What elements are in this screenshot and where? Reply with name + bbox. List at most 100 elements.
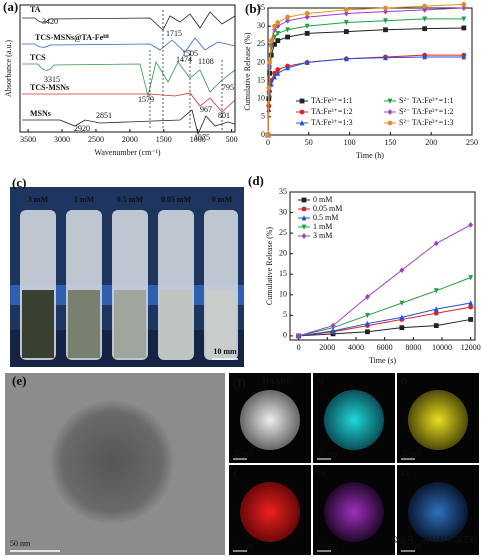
marker bbox=[461, 5, 467, 11]
x-tick-label: 3500 bbox=[20, 135, 36, 144]
spectrum-label: TA bbox=[30, 5, 41, 14]
marker bbox=[383, 8, 388, 15]
peak-label: 1715 bbox=[166, 29, 182, 38]
spectrum-label: TCS-MSNs@TA-Feᴵᴵᴵ bbox=[35, 33, 109, 42]
scale-label: 50 nm bbox=[233, 541, 254, 550]
marker bbox=[433, 310, 439, 316]
marker bbox=[301, 233, 307, 239]
y-tick-label: 25 bbox=[279, 228, 287, 237]
marker bbox=[433, 323, 439, 329]
series-line bbox=[298, 302, 471, 337]
y-tick-label: 30 bbox=[257, 21, 265, 30]
y-axis-label: Cumulative Release (%) bbox=[243, 32, 252, 111]
marker bbox=[304, 59, 310, 65]
legend-label: 0.5 mM bbox=[313, 213, 338, 222]
y-tick-label: 15 bbox=[257, 75, 265, 84]
marker bbox=[387, 120, 393, 126]
marker bbox=[285, 14, 290, 20]
x-tick-label: 500 bbox=[226, 135, 238, 144]
scale-label: 50 nm bbox=[401, 449, 422, 458]
marker bbox=[383, 27, 388, 33]
marker bbox=[272, 41, 277, 47]
marker bbox=[468, 221, 474, 228]
x-tick-label: 8000 bbox=[405, 343, 421, 352]
y-tick-label: 15 bbox=[279, 269, 287, 278]
marker bbox=[461, 25, 467, 31]
y-tick-label: 5 bbox=[283, 310, 287, 319]
marker bbox=[422, 26, 428, 32]
peak-label: 2920 bbox=[74, 124, 90, 133]
panel-label: (d) bbox=[248, 173, 264, 188]
marker bbox=[304, 31, 310, 36]
x-tick-label: 1500 bbox=[156, 135, 172, 144]
marker bbox=[275, 23, 281, 30]
photo-vials bbox=[10, 187, 244, 367]
scale-label: 50 nm bbox=[401, 541, 422, 550]
peak-label: 967 bbox=[200, 105, 212, 114]
series-line bbox=[267, 56, 464, 136]
marker bbox=[272, 70, 277, 76]
x-tick-label: 50 bbox=[305, 138, 313, 147]
marker bbox=[299, 98, 305, 104]
marker bbox=[461, 16, 467, 22]
marker bbox=[422, 54, 428, 60]
marker bbox=[343, 20, 349, 26]
marker bbox=[296, 332, 302, 339]
scale-label: 50 nm bbox=[10, 539, 31, 548]
y-tick-label: 0 bbox=[283, 331, 287, 340]
spectrum-label: MSNs bbox=[30, 109, 51, 118]
marker bbox=[399, 267, 405, 274]
legend-label: S²⁻ TA:Fe³⁺=1:3 bbox=[399, 118, 454, 127]
marker bbox=[399, 300, 405, 306]
series-line bbox=[267, 7, 464, 136]
tile-label: O bbox=[401, 377, 407, 386]
marker bbox=[265, 132, 271, 138]
marker bbox=[365, 312, 370, 319]
peak-label: 1579 bbox=[138, 95, 154, 104]
marker bbox=[285, 27, 290, 33]
x-tick-label: 10000 bbox=[432, 343, 452, 352]
marker bbox=[365, 320, 370, 326]
scale-label: 50 nm bbox=[317, 449, 338, 458]
marker bbox=[383, 54, 388, 61]
marker bbox=[268, 38, 274, 44]
marker bbox=[299, 109, 305, 115]
tile-label: Si bbox=[317, 377, 324, 386]
legend-label: 0 mM bbox=[313, 195, 332, 204]
peak-label: 1474 bbox=[176, 55, 192, 64]
vial-label: 0 mM bbox=[212, 195, 233, 204]
scale-label: 50 nm bbox=[317, 541, 338, 550]
marker bbox=[399, 314, 405, 320]
plot-frame bbox=[289, 191, 476, 341]
peak-label: 801 bbox=[218, 111, 230, 120]
legend-label: 1 mM bbox=[313, 222, 332, 231]
plot-frame bbox=[267, 7, 473, 136]
map-particle bbox=[324, 390, 384, 450]
peak-label: 1505 bbox=[182, 49, 198, 58]
y-tick-label: 0 bbox=[261, 130, 265, 139]
marker bbox=[275, 20, 281, 25]
panel-label: (e) bbox=[12, 373, 26, 388]
marker bbox=[461, 54, 467, 60]
marker bbox=[330, 322, 336, 329]
marker bbox=[422, 3, 428, 9]
legend-label: 3 mM bbox=[313, 231, 332, 240]
x-tick-label: 2500 bbox=[88, 135, 104, 144]
marker bbox=[422, 16, 428, 22]
marker bbox=[365, 329, 370, 335]
peak-label: 1108 bbox=[198, 57, 214, 66]
tile-label: Cl bbox=[401, 469, 410, 478]
marker bbox=[301, 206, 307, 212]
x-axis-label: Wavenumber (cm⁻¹) bbox=[94, 148, 161, 157]
map-particle bbox=[408, 482, 468, 542]
marker bbox=[383, 5, 388, 11]
marker bbox=[272, 74, 277, 80]
y-tick-label: 35 bbox=[279, 187, 287, 196]
x-tick-label: 0 bbox=[297, 343, 301, 352]
marker bbox=[399, 325, 405, 331]
x-tick-label: 0 bbox=[266, 138, 270, 147]
legend-label: S²⁻ TA:Fe³⁺=1:1 bbox=[399, 96, 454, 105]
marker bbox=[301, 215, 307, 221]
vial-label: 0.05 mM bbox=[161, 195, 192, 204]
